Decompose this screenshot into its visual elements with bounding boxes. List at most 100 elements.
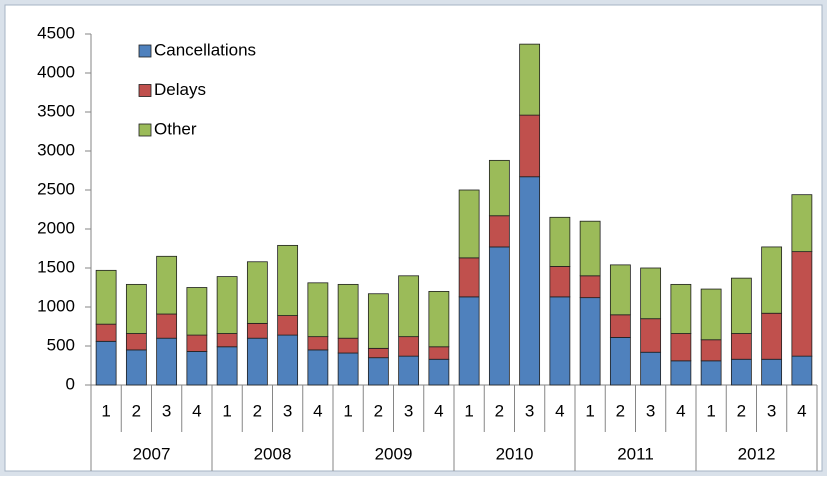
bar-segment [428, 358, 450, 386]
bar-segment [186, 287, 208, 336]
x-tick-label: 4 [676, 401, 685, 420]
x-tick-label: 3 [162, 401, 171, 420]
x-tick-label: 1 [343, 401, 352, 420]
x-tick-label: 1 [464, 401, 473, 420]
bar-segment [246, 261, 268, 324]
bar-segment [216, 276, 238, 334]
x-tick-label: 1 [585, 401, 594, 420]
bar-segment [337, 337, 359, 354]
bar-segment [519, 176, 541, 386]
y-tick-label: 2500 [37, 179, 75, 198]
x-group-label: 2010 [496, 444, 534, 463]
legend-label: Delays [154, 80, 206, 99]
bar-segment [488, 159, 510, 217]
x-tick-label: 3 [525, 401, 534, 420]
bar-segment [95, 269, 117, 325]
bar-segment [216, 346, 238, 386]
bar-segment [579, 220, 601, 277]
bar-segment [458, 189, 480, 259]
bar-segment [186, 334, 208, 352]
bar-segment [216, 333, 238, 348]
bar-segment [761, 358, 783, 386]
legend-swatch [138, 123, 152, 137]
chart-area [4, 4, 823, 472]
bar-segment [700, 339, 722, 362]
bar-segment [579, 275, 601, 299]
y-tick-label: 2000 [37, 218, 75, 237]
y-tick-label: 1000 [37, 296, 75, 315]
x-tick-label: 4 [434, 401, 443, 420]
bar-segment [277, 244, 299, 316]
x-group-label: 2008 [254, 444, 292, 463]
y-tick-label: 1500 [37, 257, 75, 276]
bar-segment [95, 323, 117, 342]
bar-segment [398, 275, 420, 338]
x-group-label: 2009 [375, 444, 413, 463]
bar-segment [730, 358, 752, 386]
bar-segment [488, 215, 510, 248]
x-tick-label: 4 [192, 401, 201, 420]
bar-segment [307, 349, 329, 386]
bar-segment [761, 246, 783, 314]
x-tick-label: 2 [737, 401, 746, 420]
bar-segment [700, 360, 722, 386]
bar-segment [156, 313, 178, 339]
y-tick-label: 3500 [37, 101, 75, 120]
legend-label: Cancellations [154, 40, 256, 59]
x-group-label: 2007 [133, 444, 171, 463]
legend-swatch [138, 84, 152, 97]
bar-segment [95, 340, 117, 386]
bar-segment [549, 216, 571, 267]
x-tick-label: 4 [313, 401, 322, 420]
x-group-label: 2012 [738, 444, 776, 463]
x-group-label: 2011 [617, 444, 654, 463]
x-tick-label: 1 [222, 401, 231, 420]
bar-segment [519, 114, 541, 178]
bar-segment [609, 314, 631, 338]
x-tick-label: 2 [374, 401, 383, 420]
bar-segment [307, 282, 329, 338]
bar-segment [337, 283, 359, 339]
bar-segment [670, 333, 692, 362]
y-tick-label: 4500 [37, 23, 75, 42]
bar-segment [125, 283, 147, 334]
bar-segment [277, 334, 299, 386]
x-tick-label: 4 [555, 401, 564, 420]
bar-segment [125, 333, 147, 351]
bar-segment [458, 296, 480, 386]
legend-swatch [138, 44, 152, 58]
bar-segment [488, 246, 510, 386]
bar-segment [670, 283, 692, 334]
bar-segment [549, 296, 571, 386]
bar-segment [277, 315, 299, 336]
y-tick-label: 4000 [37, 62, 75, 81]
y-tick-label: 500 [47, 335, 75, 354]
bar-segment [428, 346, 450, 360]
bar-segment [579, 297, 601, 386]
x-tick-label: 4 [797, 401, 806, 420]
x-tick-label: 3 [283, 401, 292, 420]
x-tick-label: 3 [404, 401, 413, 420]
bar-segment [458, 257, 480, 298]
legend-label: Other [154, 119, 197, 138]
bar-segment [246, 322, 268, 339]
bar-segment [791, 251, 813, 357]
bar-segment [428, 290, 450, 348]
x-tick-label: 2 [495, 401, 504, 420]
bar-segment [640, 267, 662, 320]
y-tick-label: 0 [66, 374, 75, 393]
bar-segment [246, 337, 268, 386]
x-tick-label: 2 [132, 401, 141, 420]
bar-segment [186, 351, 208, 386]
bar-segment [307, 336, 329, 351]
bar-segment [640, 351, 662, 386]
bar-segment [730, 277, 752, 334]
x-tick-label: 1 [101, 401, 110, 420]
x-tick-label: 2 [253, 401, 262, 420]
x-tick-label: 1 [706, 401, 715, 420]
x-tick-label: 3 [767, 401, 776, 420]
bar-segment [519, 43, 541, 116]
bar-segment [730, 333, 752, 360]
x-tick-label: 3 [646, 401, 655, 420]
bar-segment [700, 288, 722, 341]
